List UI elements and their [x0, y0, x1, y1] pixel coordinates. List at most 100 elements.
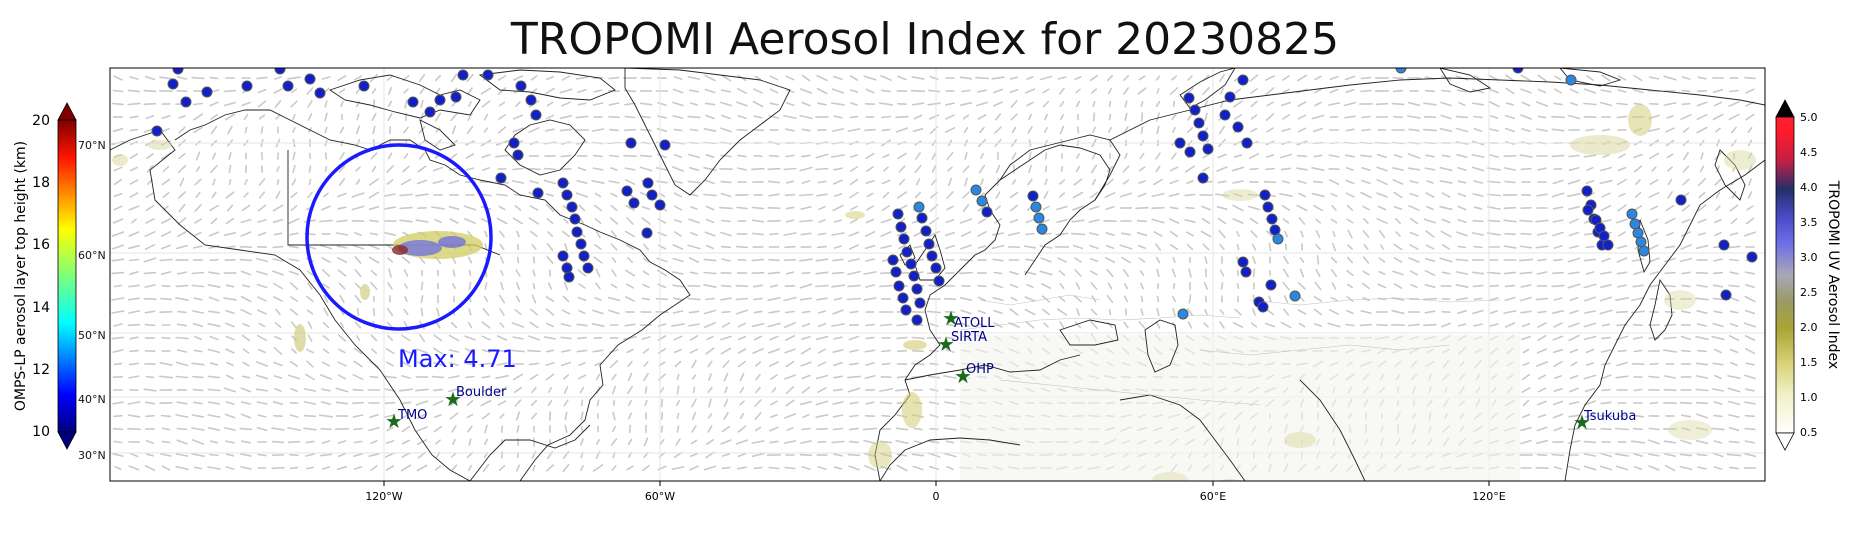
- wind-arrow: [1425, 244, 1435, 250]
- wind-arrow: [323, 295, 329, 303]
- wind-arrow: [656, 128, 668, 132]
- wind-arrow: [833, 466, 843, 470]
- wind-arrow: [112, 349, 124, 353]
- wind-arrow: [1187, 308, 1193, 316]
- wind-arrow: [129, 153, 139, 159]
- wind-arrow: [257, 219, 267, 223]
- wind-arrow: [177, 230, 187, 238]
- wind-arrow: [706, 335, 714, 341]
- wind-arrow: [1153, 178, 1163, 186]
- wind-arrow: [1712, 284, 1724, 288]
- wind-arrow: [1186, 180, 1194, 184]
- wind-arrow: [1072, 205, 1084, 211]
- wind-arrow: [111, 336, 125, 340]
- wind-arrow: [1266, 101, 1274, 107]
- wind-arrow: [848, 335, 860, 341]
- wind-arrow: [1332, 231, 1336, 237]
- wind-arrow: [1615, 296, 1629, 302]
- wind-arrow: [689, 102, 699, 106]
- wind-arrow: [1664, 452, 1676, 458]
- wind-arrow: [1635, 179, 1641, 185]
- wind-arrow: [1552, 179, 1564, 185]
- wind-arrow: [1471, 88, 1485, 94]
- wind-arrow: [801, 271, 811, 275]
- wind-arrow: [849, 440, 859, 444]
- wind-arrow: [1441, 322, 1451, 328]
- wind-arrow: [1551, 115, 1565, 119]
- wind-arrow: [1568, 322, 1580, 328]
- aerosol-layer-point: [482, 69, 494, 81]
- station-tmo: ★ TMO: [385, 408, 427, 433]
- wind-arrow: [545, 203, 555, 213]
- wind-arrow: [354, 268, 362, 278]
- wind-arrow: [1488, 100, 1500, 108]
- wind-arrow: [1025, 321, 1035, 329]
- aerosol-layer-point: [1202, 143, 1214, 155]
- wind-arrow: [1664, 464, 1676, 472]
- wind-arrow: [1649, 362, 1659, 366]
- star-icon: ★: [444, 387, 462, 411]
- wind-arrow: [351, 205, 365, 211]
- wind-arrow: [692, 386, 696, 394]
- wind-arrow: [1583, 400, 1597, 406]
- wind-arrow: [1393, 283, 1403, 289]
- wind-arrow: [641, 115, 651, 119]
- wind-arrow: [1490, 310, 1498, 314]
- wind-arrow: [1075, 100, 1081, 108]
- wind-arrow: [785, 206, 795, 210]
- wind-arrow: [767, 271, 781, 275]
- wind-arrow: [928, 440, 940, 444]
- wind-arrow: [1473, 206, 1483, 210]
- wind-arrow: [801, 386, 811, 394]
- wind-arrow: [1298, 322, 1306, 328]
- wind-arrow: [499, 256, 505, 264]
- wind-arrow: [799, 297, 813, 301]
- wind-arrow: [1314, 281, 1322, 291]
- wind-arrow: [1376, 323, 1388, 327]
- wind-arrow: [175, 465, 189, 471]
- wind-arrow: [1537, 115, 1547, 119]
- wind-arrow: [324, 112, 328, 122]
- wind-arrow: [452, 269, 456, 277]
- wind-arrow: [1187, 113, 1193, 121]
- wind-arrow: [1600, 204, 1612, 212]
- wind-arrow: [402, 165, 410, 173]
- wind-arrow: [562, 463, 570, 473]
- wind-arrow: [767, 167, 781, 171]
- wind-arrow: [244, 126, 248, 134]
- wind-arrow: [1408, 128, 1420, 132]
- wind-arrow: [1220, 87, 1224, 95]
- wind-arrow: [1155, 100, 1161, 108]
- wind-arrow: [1345, 128, 1355, 132]
- wind-arrow: [1009, 76, 1019, 80]
- wind-arrow: [368, 206, 380, 210]
- wind-arrow: [1284, 243, 1288, 251]
- wind-arrow: [592, 464, 604, 472]
- wind-arrow: [416, 439, 428, 445]
- wind-arrow: [290, 387, 298, 393]
- wind-arrow: [785, 75, 795, 81]
- wind-arrow: [1696, 309, 1708, 315]
- wind-arrow: [324, 166, 328, 172]
- wind-arrow: [626, 465, 634, 471]
- wind-arrow: [831, 88, 845, 94]
- wind-arrow: [335, 232, 349, 236]
- wind-arrow: [450, 321, 458, 329]
- wind-arrow: [256, 309, 268, 315]
- wind-arrow: [864, 128, 876, 132]
- wind-arrow: [816, 87, 828, 95]
- wind-arrow: [1681, 414, 1691, 418]
- wind-arrow: [212, 178, 216, 186]
- wind-arrow: [1617, 178, 1627, 186]
- wind-arrow: [158, 375, 174, 379]
- wind-arrow: [721, 310, 731, 314]
- wind-arrow: [963, 126, 969, 134]
- wind-arrow: [1456, 154, 1468, 158]
- wind-arrow: [143, 271, 157, 275]
- wind-arrow: [850, 205, 858, 211]
- aerosol-layer-point: [1266, 213, 1278, 225]
- wind-arrow: [1504, 232, 1516, 236]
- aerosol-layer-point: [1598, 230, 1610, 242]
- wind-arrow: [962, 165, 970, 173]
- aerosol-layer-point: [1512, 68, 1524, 74]
